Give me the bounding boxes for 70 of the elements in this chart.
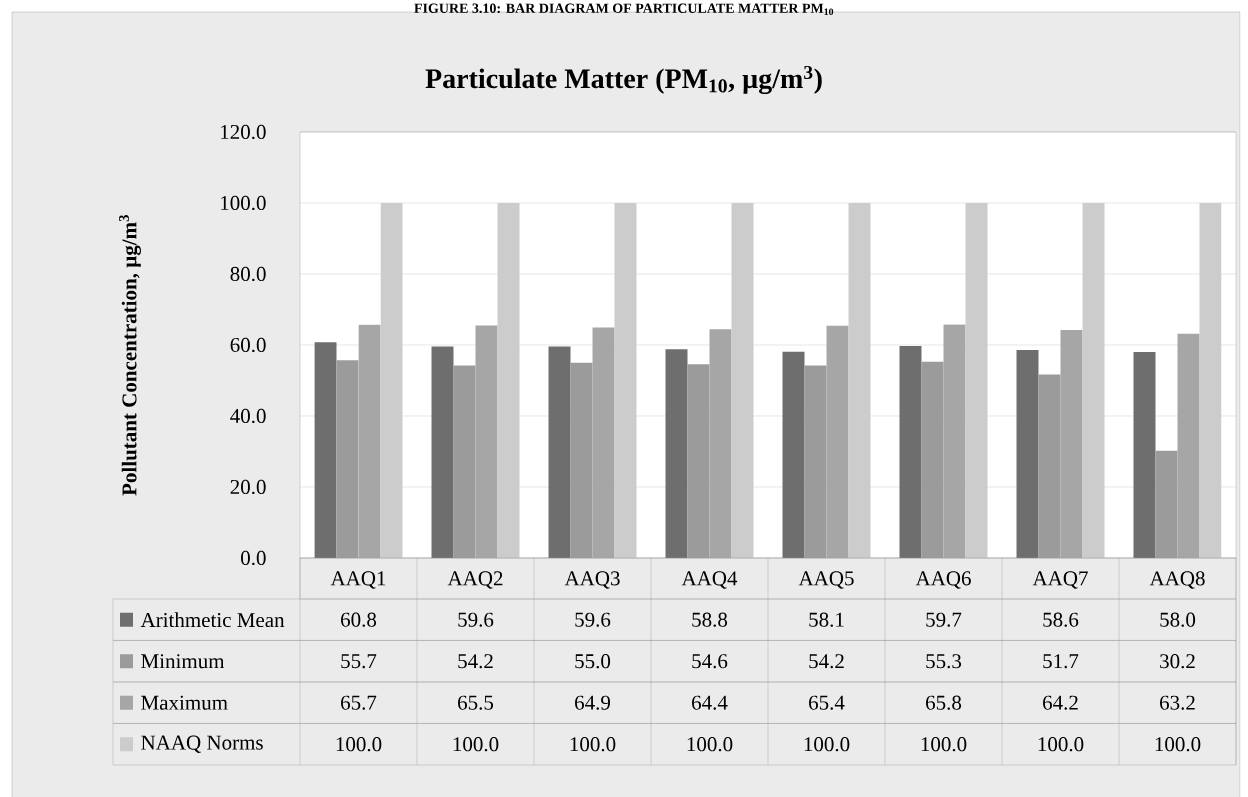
y-axis-title: Pollutant Concentration, µg/m$^{3}$ [119, 215, 141, 496]
x-tick-label: AAQ6 [915, 571, 971, 589]
data-label: 64.2 [1043, 695, 1078, 710]
data-label: 65.7 [341, 695, 377, 710]
data-label: 65.4 [809, 695, 845, 710]
data-label: 100.0 [687, 737, 733, 752]
legend-label: NAAQ Norms [141, 735, 263, 753]
x-tick-label: AAQ2 [447, 571, 503, 589]
data-label: 100.0 [453, 737, 499, 752]
bar [1133, 352, 1156, 558]
data-label: 65.8 [926, 695, 962, 710]
y-tick-label: 0.0 [241, 550, 266, 566]
data-label: 51.7 [1043, 654, 1079, 669]
data-label: 100.0 [921, 737, 967, 752]
data-label: 59.6 [575, 612, 611, 627]
caption: FIGURE 3.10: BAR DIAGRAM OF PARTICULATE MATTER PM$_{10}$ [414, 3, 834, 16]
data-label: 58.1 [809, 612, 844, 627]
x-tick-label: AAQ7 [1032, 571, 1088, 589]
x-tick-label: AAQ5 [798, 571, 854, 589]
bar [848, 202, 871, 558]
bar [431, 346, 454, 558]
data-label: 65.5 [458, 695, 494, 710]
y-tick-label: 80.0 [230, 266, 266, 282]
bar [782, 351, 805, 558]
data-label: 58.0 [1160, 612, 1196, 627]
data-label: 100.0 [570, 737, 616, 752]
bar [614, 202, 637, 558]
data-label: 58.6 [1043, 612, 1079, 627]
y-tick-label: 120.0 [221, 124, 266, 140]
x-tick-label: AAQ8 [1149, 571, 1205, 589]
bar [380, 202, 403, 558]
legend-label: Maximum [141, 695, 228, 710]
data-label: 30.2 [1160, 654, 1195, 669]
data-label: 59.7 [926, 612, 962, 627]
y-tick-label: 60.0 [230, 337, 266, 353]
legend-label: Minimum [141, 654, 225, 669]
bar [314, 342, 337, 558]
data-label: 64.9 [575, 695, 611, 710]
y-tick-label: 40.0 [230, 408, 266, 424]
x-tick-label: AAQ4 [681, 571, 738, 589]
data-label: 100.0 [1155, 737, 1201, 752]
data-label: 55.7 [341, 654, 377, 669]
bar [899, 346, 922, 558]
data-label: 63.2 [1160, 695, 1195, 710]
bar [1016, 349, 1039, 558]
bar [497, 202, 520, 558]
data-label: 59.6 [458, 612, 494, 627]
data-label: 100.0 [1038, 737, 1084, 752]
data-label: 54.6 [692, 654, 728, 669]
bar [1082, 202, 1105, 558]
legend-label: Arithmetic Mean [140, 612, 285, 628]
y-tick-label: 20.0 [230, 479, 266, 495]
data-label: 55.0 [575, 654, 611, 669]
data-label: 58.8 [692, 612, 728, 627]
data-label: 100.0 [336, 737, 382, 752]
bar [965, 202, 988, 558]
data-label: 64.4 [692, 695, 728, 710]
bar [731, 202, 754, 558]
bar [548, 346, 571, 558]
bar [665, 349, 688, 558]
y-tick-label: 100.0 [221, 195, 266, 211]
data-label: 60.8 [341, 612, 377, 627]
x-tick-label: AAQ1 [330, 571, 386, 589]
bar [1199, 202, 1222, 558]
chart-title: Particulate Matter (PM$_{10}$, µg/m$^{3}$) [425, 65, 822, 95]
data-label: 55.3 [926, 654, 962, 669]
data-label: 100.0 [804, 737, 850, 752]
data-label: 54.2 [809, 654, 844, 669]
x-tick-label: AAQ3 [564, 571, 620, 589]
data-label: 54.2 [458, 654, 493, 669]
